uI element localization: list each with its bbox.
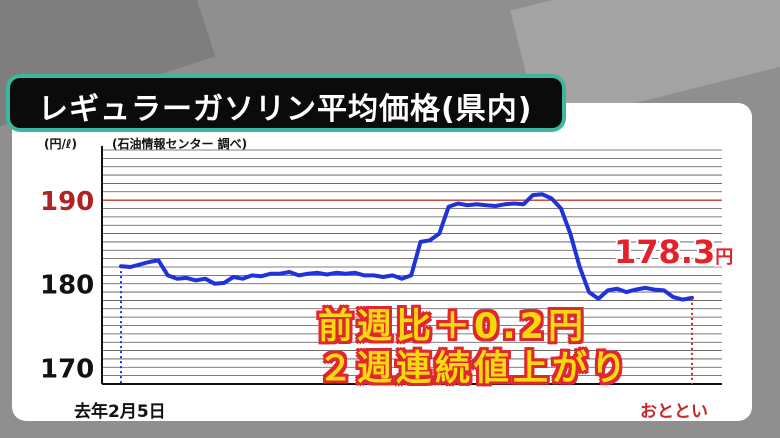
trend-annotation: ２週連続値上がり [318, 349, 631, 389]
latest-value-unit: 円 [715, 247, 734, 268]
data-point [335, 271, 338, 274]
data-point [522, 203, 525, 206]
data-point [484, 204, 488, 207]
data-point [166, 274, 169, 277]
data-point [578, 265, 581, 269]
chart-panel [12, 103, 752, 421]
data-point [353, 271, 357, 274]
data-point [410, 274, 413, 277]
latest-value: 178.3 [614, 233, 716, 271]
data-point [138, 263, 141, 266]
data-point [587, 290, 591, 294]
data-point [438, 232, 441, 235]
data-point [194, 279, 198, 282]
data-point [278, 272, 282, 275]
data-point [559, 207, 563, 210]
data-point [222, 281, 226, 285]
data-point [363, 274, 366, 277]
data-point [344, 272, 347, 275]
data-point [503, 203, 506, 206]
data-point [391, 274, 394, 277]
data-point [494, 204, 497, 208]
data-point [447, 205, 450, 208]
data-point [419, 240, 422, 244]
data-point [541, 193, 544, 196]
data-point [316, 271, 319, 274]
source-label: (石油情報センター 調べ) [112, 137, 248, 151]
data-point [597, 297, 600, 300]
data-point [250, 274, 254, 277]
data-point [466, 204, 469, 207]
y-tick-label: 180 [40, 271, 94, 301]
data-point [456, 202, 460, 205]
y-tick-label: 190 [40, 187, 94, 217]
chart-title: レギュラーガソリン平均価格(県内) [38, 92, 533, 127]
y-axis-unit-label: (円/ℓ) [44, 137, 78, 151]
data-point [372, 274, 375, 277]
data-point [569, 232, 572, 235]
data-point [213, 282, 216, 285]
x-axis-start-label: 去年2月5日 [74, 402, 166, 422]
data-point [634, 288, 637, 291]
data-point [531, 193, 535, 197]
data-point [512, 202, 516, 205]
data-point [260, 275, 263, 278]
data-point [147, 260, 151, 264]
data-point [653, 288, 656, 291]
y-tick-label: 170 [40, 354, 94, 384]
data-point [157, 259, 160, 262]
weekly-change-annotation: 前週比＋0.2円 [318, 307, 588, 347]
data-point [606, 289, 609, 292]
data-point [381, 275, 385, 279]
data-point [241, 277, 244, 280]
latest-value-callout: 178.3円 [614, 233, 733, 271]
data-point [288, 270, 291, 274]
data-point [269, 272, 272, 275]
price-series-line [119, 192, 694, 302]
data-point [400, 277, 403, 280]
data-point [204, 277, 207, 280]
data-point [625, 290, 628, 294]
data-point [325, 273, 329, 276]
data-point [662, 289, 666, 292]
data-point [428, 239, 432, 242]
data-point [550, 197, 553, 200]
data-point [129, 265, 132, 269]
data-point [672, 295, 675, 299]
data-point [297, 274, 301, 277]
title-banner: レギュラーガソリン平均価格(県内) [10, 78, 562, 128]
x-axis-end-label: おととい [640, 402, 708, 422]
data-point [307, 272, 310, 275]
data-point [185, 276, 188, 280]
data-point [644, 286, 647, 290]
data-point [681, 298, 684, 301]
data-point [615, 287, 619, 290]
data-point [176, 277, 179, 280]
data-point [475, 203, 478, 206]
data-point [232, 275, 235, 279]
